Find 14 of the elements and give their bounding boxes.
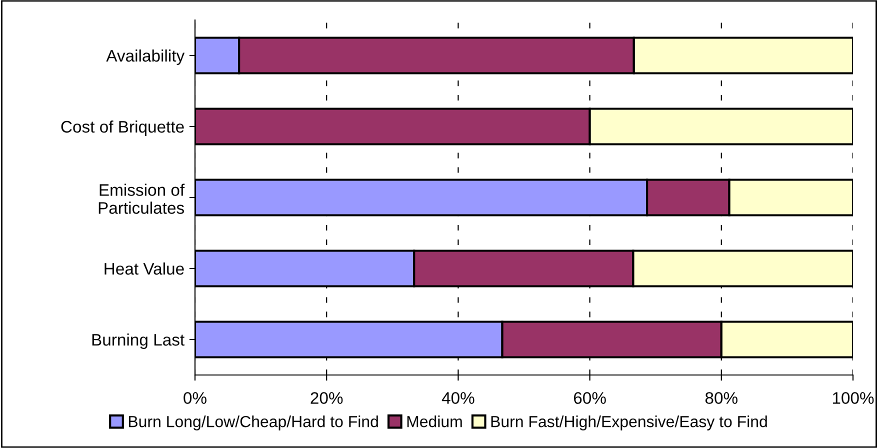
x-tick-label: 100% (832, 392, 874, 404)
y-tick-label: Emission of Particulates (98, 184, 185, 214)
x-tick-label: 60% (574, 392, 606, 404)
y-tick-label: Heat Value (104, 262, 184, 275)
x-tick-label: 0% (184, 392, 206, 404)
legend-label: Medium (407, 416, 462, 428)
y-tick-label: Burning Last (92, 333, 184, 349)
y-tick-label: Availability (106, 49, 185, 65)
x-tick-label: 20% (310, 392, 343, 404)
y-tick-label: Cost of Briquette (61, 120, 184, 136)
x-tick-label: 40% (442, 392, 474, 404)
legend-label: Burn Long/Low/Cheap/Hard to Find (128, 416, 378, 430)
x-tick-label: 80% (705, 392, 738, 404)
legend-label: Burn Fast/High/Expensive/Easy to Find (491, 416, 767, 430)
